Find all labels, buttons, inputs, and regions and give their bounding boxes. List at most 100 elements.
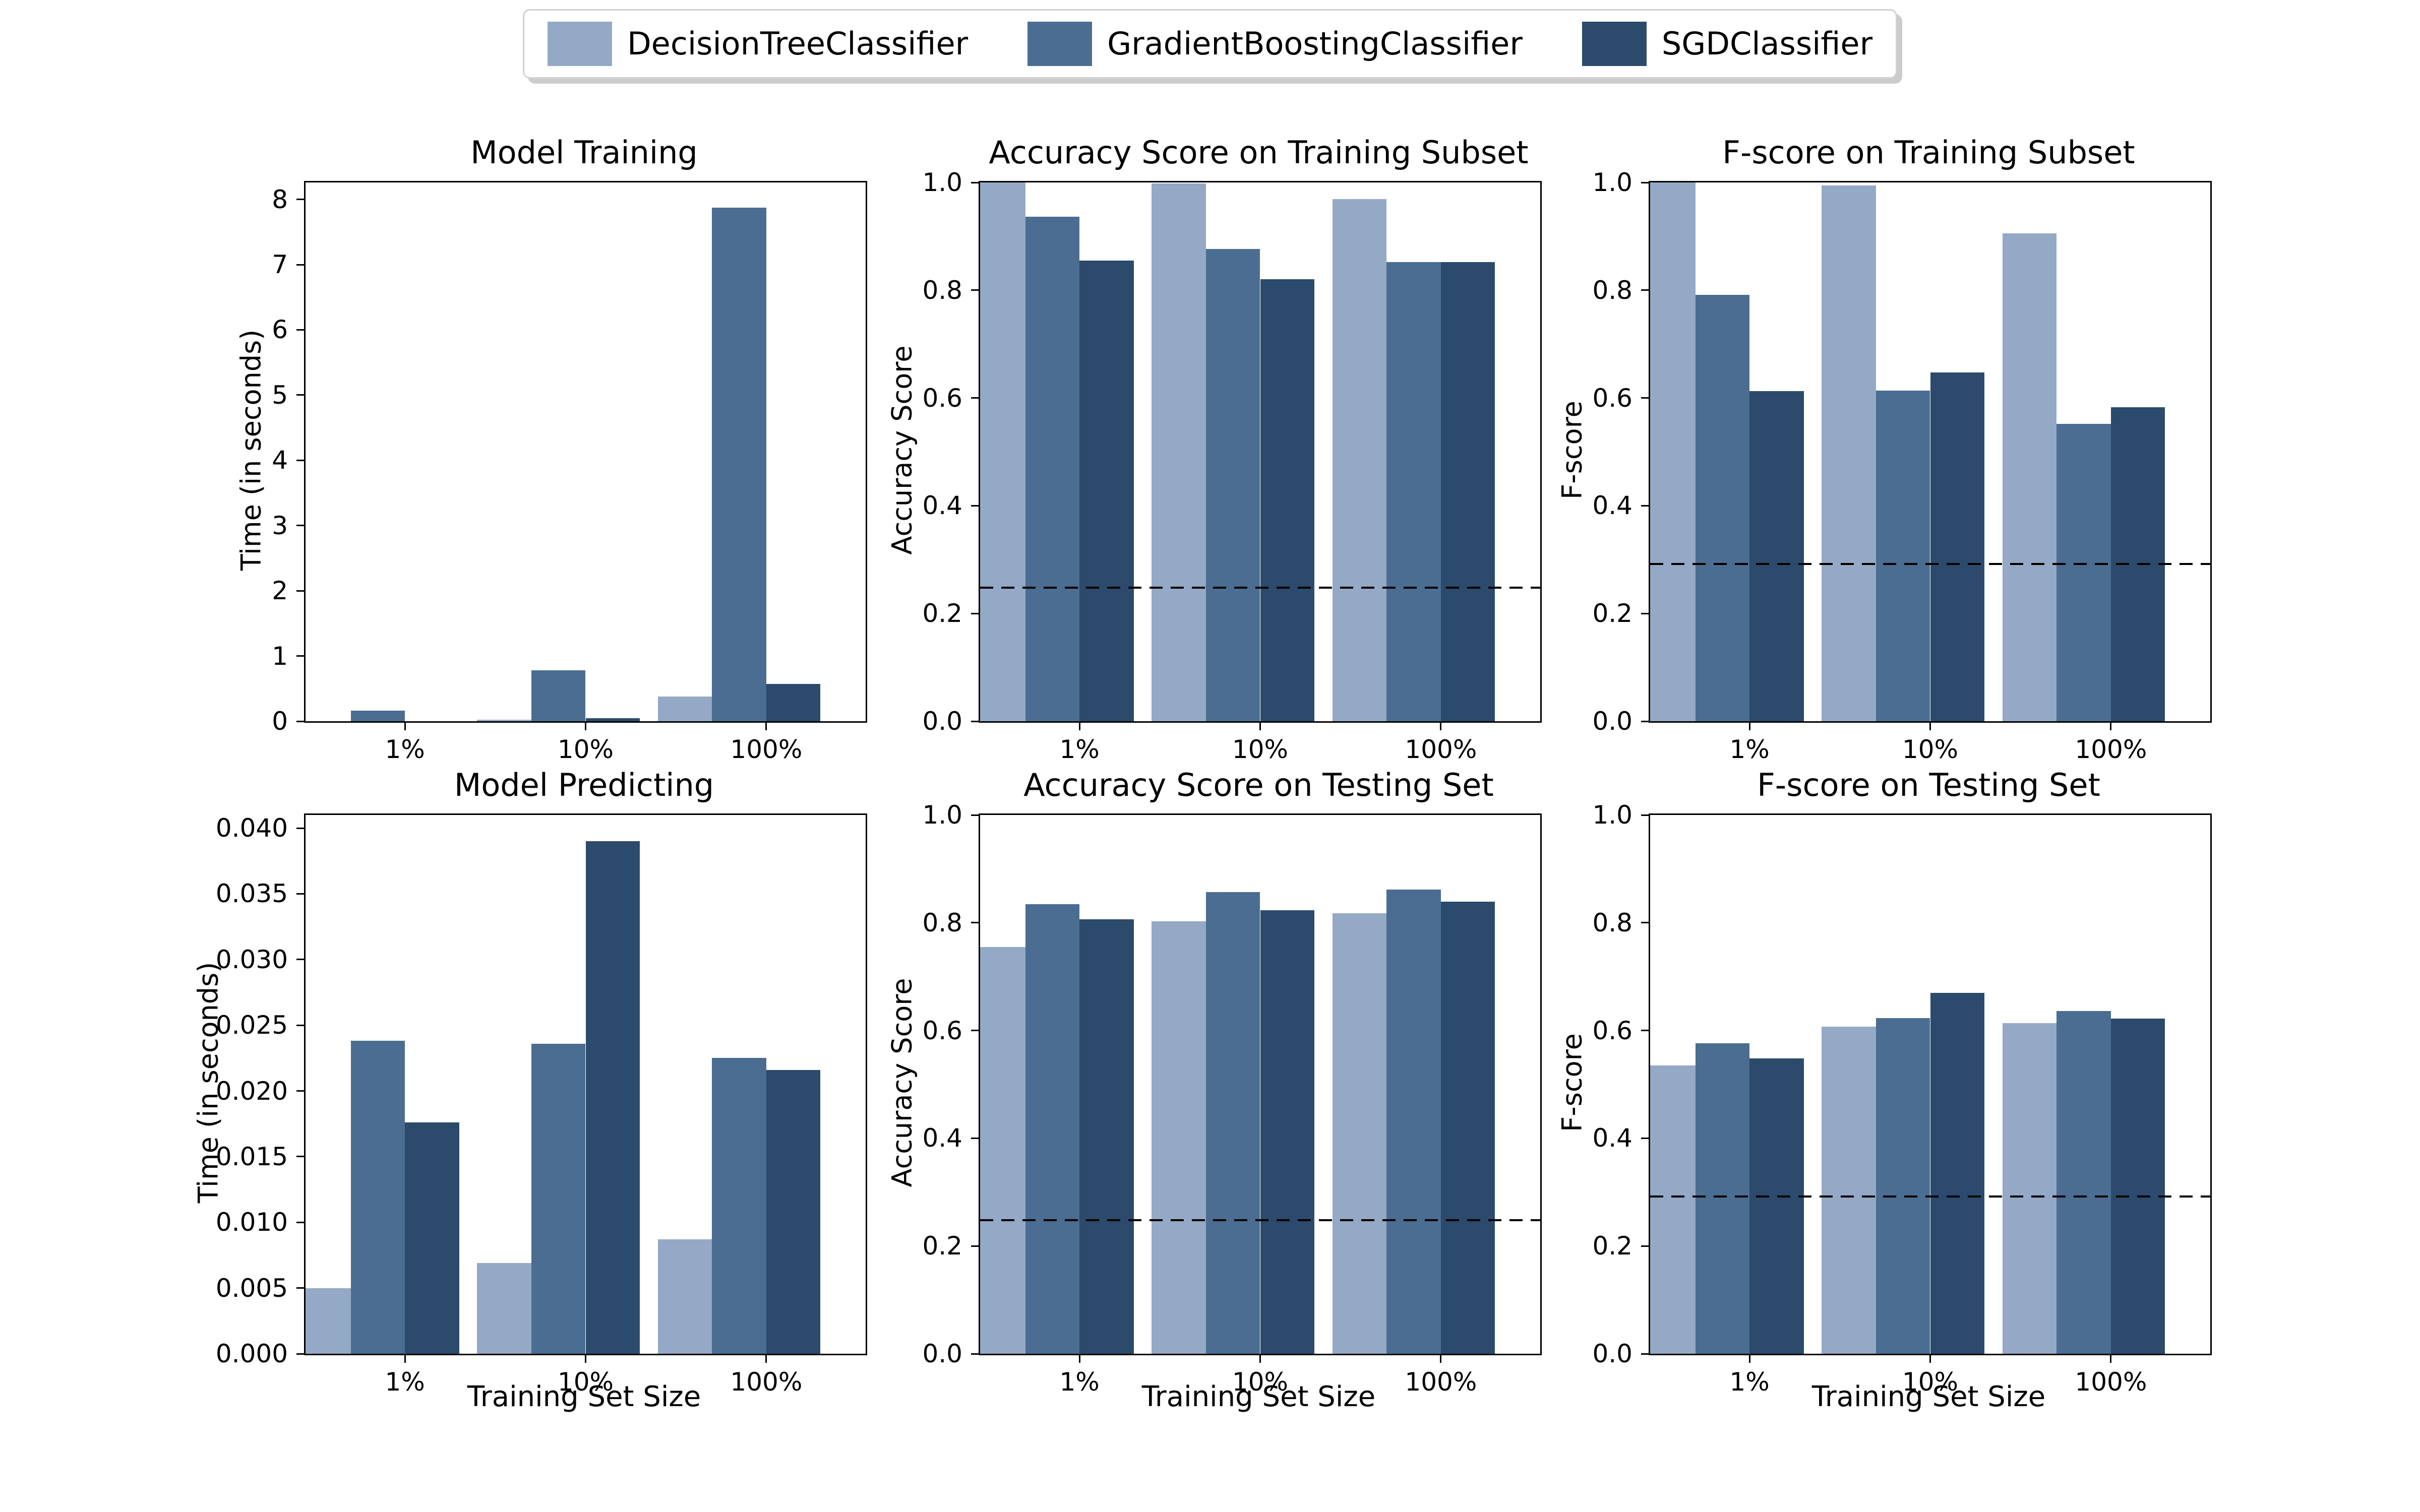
y-axis-tick <box>1641 922 1650 924</box>
bar-GradientBoostingClassifier-100% <box>1386 889 1441 1354</box>
bar-SGDClassifier-10% <box>1260 910 1315 1354</box>
bar-DecisionTreeClassifier-1% <box>1650 182 1696 721</box>
y-axis-tick <box>971 720 980 722</box>
y-axis-tick <box>296 590 306 592</box>
x-axis-tick <box>404 721 406 730</box>
y-axis-tick <box>1641 1245 1650 1247</box>
x-axis-tick <box>1929 721 1931 730</box>
bar-SGDClassifier-1% <box>1079 919 1134 1354</box>
x-axis-label: Training Set Size <box>1141 1380 1376 1413</box>
y-axis-tick-label: 0.4 <box>1592 1123 1632 1153</box>
benchmark-dashed-line <box>980 1219 1540 1222</box>
bar-GradientBoostingClassifier-100% <box>712 1058 766 1354</box>
bar-DecisionTreeClassifier-10% <box>477 719 531 721</box>
bar-DecisionTreeClassifier-100% <box>657 1239 712 1354</box>
y-axis-tick <box>1641 1353 1650 1355</box>
chart-title: Accuracy Score on Training Subset <box>989 134 1529 171</box>
bar-SGDClassifier-10% <box>1930 992 1985 1354</box>
y-axis-tick-label: 0.2 <box>1592 1231 1632 1261</box>
x-axis-tick-label: 1% <box>385 1367 425 1397</box>
chart-model-predicting: Model Predicting Time (in seconds) 0.000… <box>143 748 879 1479</box>
bar-GradientBoostingClassifier-10% <box>1876 1018 1930 1354</box>
y-axis-tick-label: 0.000 <box>215 1339 288 1368</box>
y-axis-tick <box>971 1137 980 1139</box>
y-axis-tick-label: 0.005 <box>215 1273 288 1303</box>
bar-SGDClassifier-10% <box>585 718 640 721</box>
y-axis-label: F-score <box>1556 1033 1588 1132</box>
plot-area: 0.0 0.2 0.4 0.6 0.8 1.0 1% 10% 100% <box>1592 800 2212 1397</box>
y-axis-tick <box>971 922 980 924</box>
y-axis-label: F-score <box>1556 401 1588 499</box>
y-axis-tick-label: 1 <box>272 641 288 671</box>
x-axis-tick-label: 10% <box>557 735 614 764</box>
y-axis-tick-label: 1.0 <box>1592 168 1632 197</box>
y-axis-tick-label: 0.035 <box>215 879 288 909</box>
plot-area: 0.0 0.2 0.4 0.6 0.8 1.0 1% 10% 100% <box>922 800 1542 1397</box>
y-axis-tick-label: 0.8 <box>1592 275 1632 305</box>
y-axis-tick <box>296 1156 306 1158</box>
x-axis-tick <box>1259 1354 1261 1363</box>
bar-DecisionTreeClassifier-1% <box>980 947 1025 1354</box>
y-axis-tick-label: 0.6 <box>922 383 962 413</box>
bar-SGDClassifier-100% <box>1440 902 1495 1354</box>
y-axis-tick-label: 0.040 <box>215 813 288 843</box>
y-axis-tick-label: 0.0 <box>922 707 962 736</box>
y-axis-tick-label: 0.6 <box>922 1016 962 1045</box>
bar-SGDClassifier-100% <box>2110 1019 2165 1354</box>
bar-SGDClassifier-10% <box>585 841 640 1354</box>
x-axis-tick-label: 100% <box>2075 1367 2147 1397</box>
x-axis-label: Training Set Size <box>467 1380 701 1413</box>
x-axis-tick <box>1440 1354 1442 1363</box>
y-axis-tick <box>971 612 980 614</box>
bar-GradientBoostingClassifier-100% <box>2056 423 2111 721</box>
chart-accuracy-testing: Accuracy Score on Testing Set Accuracy S… <box>817 748 1553 1479</box>
bar-DecisionTreeClassifier-10% <box>1822 185 1876 721</box>
bar-DecisionTreeClassifier-100% <box>2002 1023 2057 1354</box>
benchmark-dashed-line <box>1650 563 2210 565</box>
bar-SGDClassifier-100% <box>766 684 821 721</box>
legend-item-gradient-boosting: GradientBoostingClassifier <box>1027 22 1523 66</box>
y-axis-tick-label: 0.025 <box>215 1011 288 1040</box>
y-axis-tick-label: 0 <box>272 707 288 736</box>
x-axis-tick <box>2110 721 2112 730</box>
x-axis-tick-label: 1% <box>1729 735 1770 764</box>
y-axis-label: Accuracy Score <box>886 345 918 555</box>
bar-DecisionTreeClassifier-1% <box>306 1288 351 1354</box>
bar-SGDClassifier-10% <box>1930 372 1985 721</box>
y-axis-tick-label: 0.4 <box>922 1123 962 1153</box>
x-axis-tick <box>1440 721 1442 730</box>
y-axis-tick <box>296 1353 306 1355</box>
bar-GradientBoostingClassifier-10% <box>531 670 586 721</box>
y-axis-tick <box>296 959 306 961</box>
y-axis-tick <box>296 525 306 527</box>
x-axis-tick-label: 100% <box>730 735 803 764</box>
y-axis-tick-label: 1.0 <box>1592 800 1632 830</box>
y-axis-tick-label: 0.0 <box>922 1339 962 1368</box>
bars-layer <box>1650 815 2210 1354</box>
bar-GradientBoostingClassifier-10% <box>1205 248 1260 721</box>
x-axis-tick-label: 1% <box>1059 1367 1100 1397</box>
bar-DecisionTreeClassifier-100% <box>1332 913 1387 1354</box>
x-axis-tick-label: 100% <box>730 1367 803 1397</box>
y-axis-tick <box>296 459 306 461</box>
bar-GradientBoostingClassifier-1% <box>1025 904 1080 1354</box>
y-axis-tick-label: 0.4 <box>1592 491 1632 521</box>
y-axis-tick-label: 0.4 <box>922 491 962 521</box>
bar-GradientBoostingClassifier-1% <box>350 1041 405 1354</box>
chart-title: Accuracy Score on Testing Set <box>1023 767 1494 803</box>
y-axis-tick <box>296 893 306 895</box>
bar-DecisionTreeClassifier-10% <box>1822 1027 1876 1354</box>
bar-GradientBoostingClassifier-100% <box>2056 1011 2111 1354</box>
x-axis-tick-label: 1% <box>385 735 425 764</box>
y-axis-tick <box>1641 814 1650 816</box>
y-axis-tick <box>296 1287 306 1289</box>
legend-swatch-gradient-boosting <box>1027 22 1093 66</box>
bars-layer <box>980 182 1540 721</box>
x-axis-tick <box>2110 1354 2112 1363</box>
plot-area: 0.000 0.005 0.010 0.015 0.020 0.025 0.030 0.035… <box>216 813 867 1397</box>
y-axis-tick <box>971 814 980 816</box>
x-axis-tick-label: 10% <box>1902 1367 1959 1397</box>
benchmark-dashed-line <box>980 587 1540 589</box>
chart-title: Model Predicting <box>454 767 714 803</box>
